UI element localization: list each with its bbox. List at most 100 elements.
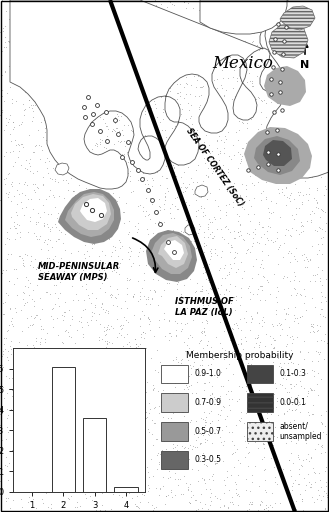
Point xyxy=(185,0,190,7)
Point xyxy=(157,409,162,417)
Point xyxy=(272,17,277,25)
Point xyxy=(230,104,235,113)
Point xyxy=(240,109,245,117)
Point xyxy=(229,16,234,25)
Point xyxy=(308,119,313,127)
Point xyxy=(31,54,37,62)
Point xyxy=(63,7,68,15)
Point xyxy=(57,101,62,109)
Point xyxy=(107,291,113,300)
Point xyxy=(161,146,166,154)
Point xyxy=(78,317,83,326)
Point xyxy=(65,390,70,398)
Point xyxy=(280,253,285,261)
Point xyxy=(12,280,17,288)
Point xyxy=(203,309,208,317)
Point xyxy=(88,58,93,67)
Point xyxy=(253,438,258,446)
Point xyxy=(189,155,194,163)
Point xyxy=(55,178,61,186)
Point xyxy=(316,100,321,108)
Point xyxy=(289,232,294,240)
Point xyxy=(72,101,77,110)
Point xyxy=(16,6,21,14)
Point xyxy=(155,465,160,474)
Point xyxy=(186,344,191,352)
Point xyxy=(225,387,230,395)
Point xyxy=(114,333,120,341)
Point xyxy=(216,156,222,164)
Point xyxy=(110,215,115,223)
Point xyxy=(266,251,271,260)
Point xyxy=(221,502,227,510)
Point xyxy=(44,254,50,263)
Point xyxy=(72,480,77,488)
Point xyxy=(130,293,136,301)
Point xyxy=(146,257,151,265)
Point xyxy=(286,304,291,312)
Point xyxy=(24,181,30,189)
Point xyxy=(287,456,292,464)
Point xyxy=(234,7,239,15)
Point xyxy=(271,60,276,68)
Point xyxy=(188,381,193,389)
Point xyxy=(72,381,77,390)
Point xyxy=(180,408,185,416)
Point xyxy=(302,285,307,293)
Point xyxy=(162,286,167,294)
Point xyxy=(291,252,296,261)
Point xyxy=(221,138,227,146)
Point xyxy=(119,17,124,25)
Point xyxy=(319,119,324,127)
Point xyxy=(257,343,262,351)
Point xyxy=(57,445,62,453)
Point xyxy=(138,58,143,66)
Point xyxy=(277,359,283,367)
Point xyxy=(68,115,73,123)
Point xyxy=(247,77,253,86)
Point xyxy=(14,186,20,194)
Point xyxy=(127,255,132,263)
Point xyxy=(154,104,159,112)
Point xyxy=(316,145,322,153)
Point xyxy=(31,82,37,90)
Point xyxy=(193,506,199,512)
Point xyxy=(202,44,207,52)
Point xyxy=(283,155,289,163)
Point xyxy=(268,454,274,462)
Point xyxy=(179,240,184,248)
Point xyxy=(35,476,40,484)
Point xyxy=(68,124,73,132)
Point xyxy=(129,247,134,255)
Point xyxy=(97,284,102,292)
Point xyxy=(256,61,261,69)
Point xyxy=(302,177,308,185)
Point xyxy=(237,117,242,125)
Point xyxy=(33,426,38,435)
Point xyxy=(48,290,53,298)
Point xyxy=(249,153,254,161)
Point xyxy=(111,12,116,20)
Point xyxy=(63,420,69,428)
Point xyxy=(255,131,261,139)
Point xyxy=(119,480,125,488)
Point xyxy=(248,155,254,163)
Point xyxy=(195,62,200,71)
Point xyxy=(318,152,323,160)
Point xyxy=(103,471,108,479)
Point xyxy=(143,142,148,151)
Point xyxy=(11,461,16,470)
Point xyxy=(221,181,227,189)
Point xyxy=(213,24,218,32)
Point xyxy=(56,225,61,233)
Point xyxy=(72,86,77,94)
Point xyxy=(26,291,31,299)
Point xyxy=(174,205,180,213)
Point xyxy=(78,431,84,439)
Point xyxy=(260,257,265,265)
Point xyxy=(200,212,205,220)
Point xyxy=(220,426,225,434)
Point xyxy=(246,397,252,405)
Point xyxy=(268,197,273,205)
Point xyxy=(82,250,87,258)
